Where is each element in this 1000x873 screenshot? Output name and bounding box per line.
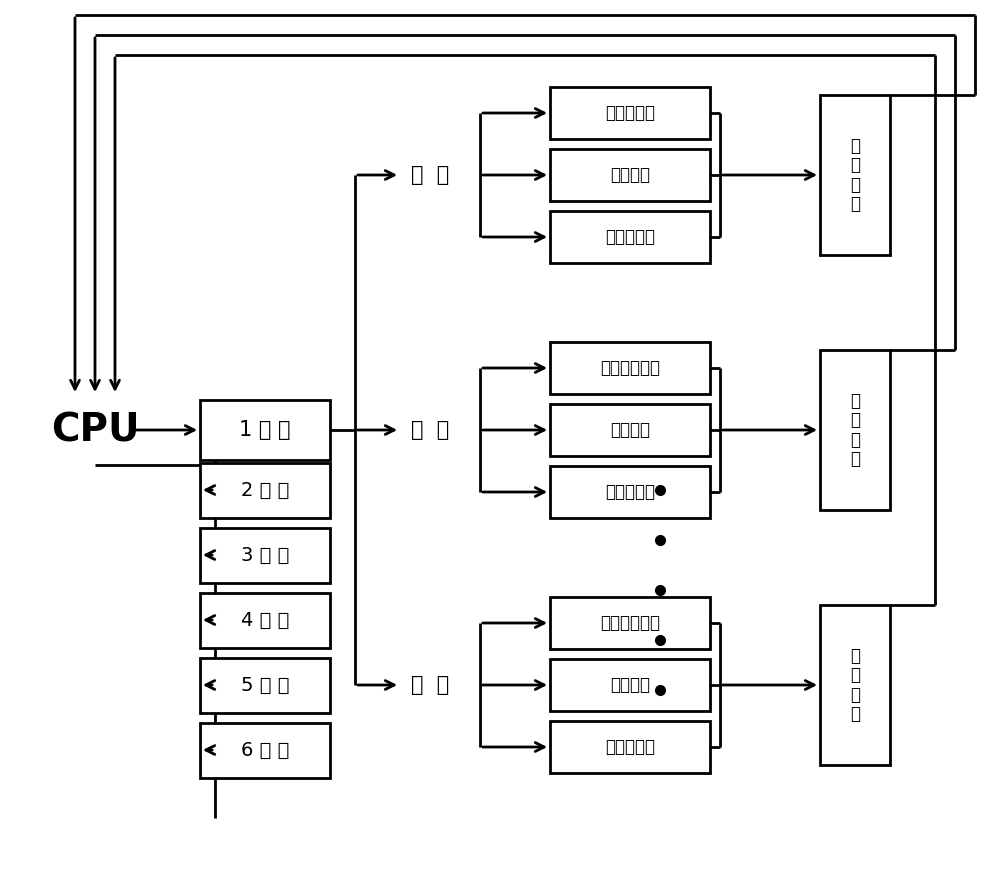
Bar bbox=[200, 527, 330, 582]
Bar bbox=[550, 149, 710, 201]
Bar bbox=[820, 350, 890, 510]
Text: 5 号 柱: 5 号 柱 bbox=[241, 676, 289, 695]
Text: 传感器启动: 传感器启动 bbox=[605, 738, 655, 756]
Bar bbox=[200, 400, 330, 460]
Text: 交
换
结
束: 交 换 结 束 bbox=[850, 392, 860, 468]
Text: 进料液启动: 进料液启动 bbox=[605, 104, 655, 122]
Bar bbox=[820, 605, 890, 765]
Text: 阀门打开: 阀门打开 bbox=[610, 421, 650, 439]
Text: 阀门打开: 阀门打开 bbox=[610, 676, 650, 694]
Text: 再  生: 再 生 bbox=[411, 675, 449, 695]
Text: 阀门打开: 阀门打开 bbox=[610, 166, 650, 184]
Bar bbox=[550, 466, 710, 518]
Text: 交
换
结
束: 交 换 结 束 bbox=[850, 137, 860, 213]
Text: 进再生液启动: 进再生液启动 bbox=[600, 614, 660, 632]
Bar bbox=[550, 721, 710, 773]
Text: 3 号 柱: 3 号 柱 bbox=[241, 546, 289, 565]
Text: 6 号 柱: 6 号 柱 bbox=[241, 740, 289, 760]
Text: CPU: CPU bbox=[51, 411, 139, 449]
Bar bbox=[550, 211, 710, 263]
Bar bbox=[550, 659, 710, 711]
Bar bbox=[550, 342, 710, 394]
Text: 洗  脱: 洗 脱 bbox=[411, 420, 449, 440]
Text: 交  换: 交 换 bbox=[411, 165, 449, 185]
Bar bbox=[200, 657, 330, 712]
Text: 4 号 柱: 4 号 柱 bbox=[241, 610, 289, 629]
Text: 进洗脱液启动: 进洗脱液启动 bbox=[600, 359, 660, 377]
Bar bbox=[820, 95, 890, 255]
Bar bbox=[200, 593, 330, 648]
Text: 交
换
结
束: 交 换 结 束 bbox=[850, 647, 860, 723]
Bar bbox=[550, 87, 710, 139]
Bar bbox=[550, 597, 710, 649]
Bar bbox=[550, 404, 710, 456]
Text: 传感器启动: 传感器启动 bbox=[605, 228, 655, 246]
Text: 1 号 柱: 1 号 柱 bbox=[239, 420, 291, 440]
Bar bbox=[200, 463, 330, 518]
Bar bbox=[200, 723, 330, 778]
Text: 传感器启动: 传感器启动 bbox=[605, 483, 655, 501]
Text: 2 号 柱: 2 号 柱 bbox=[241, 480, 289, 499]
